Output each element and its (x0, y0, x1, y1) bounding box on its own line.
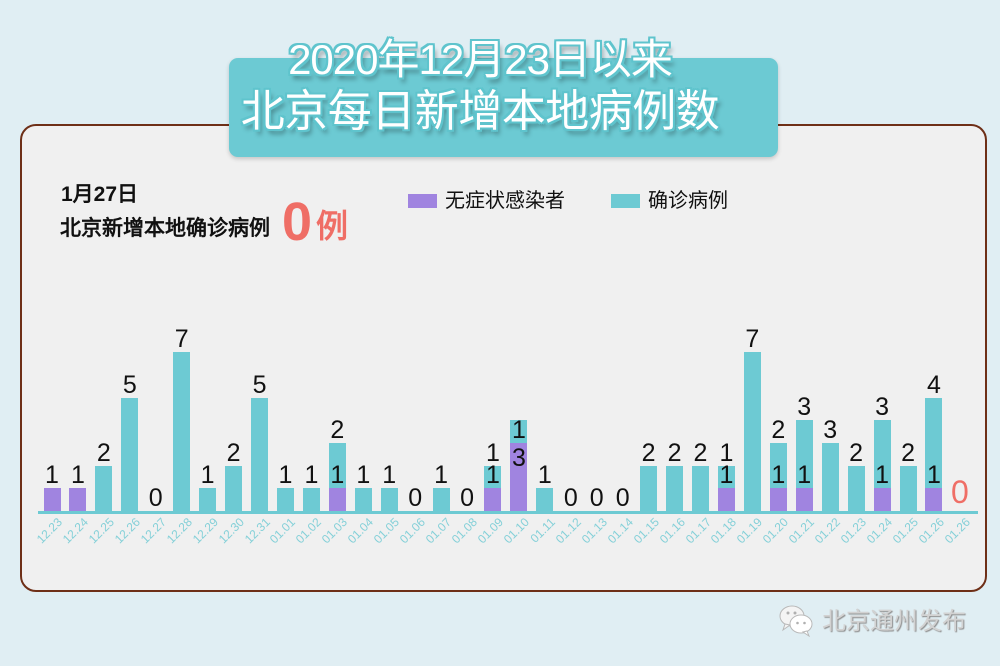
bar-confirmed (925, 397, 943, 489)
bar-value-label: 2 (849, 438, 864, 467)
bar-asymptomatic (484, 488, 502, 511)
bar-inner-label: 1 (771, 461, 786, 490)
bar-asymptomatic (769, 488, 787, 511)
bar-confirmed (484, 465, 502, 489)
bar-value-label: 1 (382, 461, 397, 490)
legend-swatch-confirmed (611, 194, 640, 208)
bar-confirmed (717, 465, 735, 489)
bar-value-label: 1 (45, 461, 59, 490)
bar-inner-label: 1 (927, 461, 941, 490)
bar-confirmed (847, 465, 865, 511)
bar-confirmed (873, 420, 891, 489)
bar-inner-label: 1 (719, 461, 734, 490)
bar-inner-label: 1 (511, 415, 526, 444)
legend-label: 无症状感染者 (445, 190, 565, 212)
bar-value-label: 2 (901, 438, 915, 467)
bar-value-label: 3 (797, 393, 812, 422)
bar-confirmed (795, 420, 813, 489)
bar-confirmed (510, 420, 528, 443)
bar-value-label: 1 (304, 461, 319, 490)
bar-value-label: 2 (771, 415, 786, 444)
bar-value-label: 1 (486, 438, 500, 467)
highlight-value-label: 0 (950, 474, 969, 510)
bar-confirmed (743, 352, 761, 511)
bar-asymptomatic-label: 3 (511, 443, 526, 472)
bar-value-label: 0 (460, 484, 474, 512)
bar-inner-label: 1 (797, 461, 812, 490)
legend-asymptomatic: 无症状感染者 (408, 188, 565, 214)
bar-value-label: 7 (174, 325, 189, 354)
bar-confirmed (899, 465, 917, 511)
bar-inner-label: 1 (875, 461, 890, 490)
bar-value-label: 7 (745, 325, 760, 354)
bar-confirmed (666, 465, 684, 511)
wechat-icon (778, 603, 814, 642)
summary-value: 0 (282, 192, 313, 252)
bar-confirmed (276, 488, 294, 511)
bar-value-label: 0 (589, 484, 604, 512)
bar-value-label: 2 (226, 438, 241, 467)
summary-unit: 例 (316, 208, 349, 244)
bar-value-label: 3 (823, 415, 838, 444)
bar-value-label: 1 (537, 461, 552, 490)
bar-asymptomatic (795, 488, 813, 511)
bar-value-label: 5 (122, 370, 137, 399)
bar-value-label: 0 (615, 484, 630, 512)
bar-confirmed (173, 352, 191, 511)
bar-value-label: 1 (719, 438, 734, 467)
legend-label: 确诊病例 (648, 190, 728, 212)
watermark-text: 北京通州发布 (822, 608, 966, 635)
bar-asymptomatic (510, 442, 528, 511)
bar-value-label: 5 (252, 370, 267, 399)
bar-confirmed (302, 488, 320, 511)
title-banner (229, 58, 778, 157)
bar-confirmed (640, 465, 658, 511)
legend-swatch-asymptomatic (408, 194, 437, 208)
bar-asymptomatic (717, 488, 735, 511)
bar-asymptomatic (43, 488, 61, 511)
bar-confirmed (328, 442, 346, 489)
bar-value-label: 1 (434, 461, 449, 490)
bar-confirmed (692, 465, 709, 511)
bar-confirmed (354, 488, 372, 511)
bar-value-label: 2 (641, 438, 656, 467)
bar-value-label: 1 (356, 461, 371, 490)
bar-value-label: 1 (70, 461, 85, 490)
bar-inner-label: 1 (486, 461, 500, 490)
bar-confirmed (380, 488, 398, 511)
bar-confirmed (199, 488, 217, 511)
bar-confirmed (536, 488, 554, 511)
bar-confirmed (251, 397, 269, 511)
bar-asymptomatic (925, 488, 943, 511)
bar-value-label: 2 (96, 438, 111, 467)
summary-label: 北京新增本地确诊病例 (60, 217, 270, 240)
bar-confirmed (95, 465, 113, 511)
bar-value-label: 3 (875, 393, 890, 422)
bar-confirmed (121, 397, 139, 511)
bar-confirmed (432, 488, 450, 511)
x-axis-line (38, 511, 978, 514)
title-line-1: 2020年12月23日以来 (288, 36, 673, 83)
bar-value-label: 0 (408, 484, 423, 512)
bar-asymptomatic (328, 488, 346, 511)
title-line-2: 北京每日新增本地病例数 (240, 87, 720, 136)
bar-value-label: 1 (200, 461, 215, 490)
bar-value-label: 1 (278, 461, 293, 490)
bar-value-label: 2 (667, 438, 682, 467)
bar-asymptomatic (873, 488, 891, 511)
bar-confirmed (769, 442, 787, 489)
watermark: 北京通州发布 (778, 604, 966, 640)
bar-confirmed (225, 465, 243, 511)
bar-value-label: 4 (927, 370, 941, 399)
bar-value-label: 0 (148, 484, 163, 512)
summary-date: 1月27日 (61, 183, 139, 206)
bar-inner-label: 1 (330, 461, 345, 490)
bar-confirmed (821, 442, 839, 511)
bar-asymptomatic (69, 488, 87, 511)
legend-confirmed: 确诊病例 (611, 188, 728, 214)
bar-value-label: 2 (330, 415, 345, 444)
bar-value-label: 0 (563, 484, 578, 512)
bar-value-label: 2 (693, 438, 708, 467)
